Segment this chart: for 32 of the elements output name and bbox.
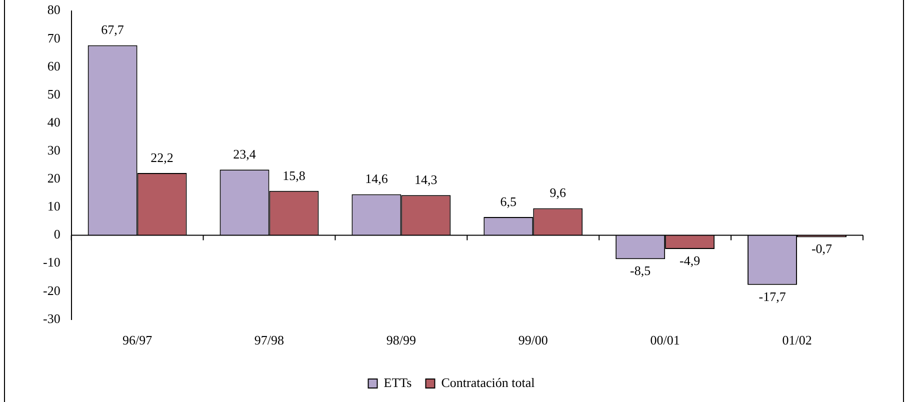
data-label: -17,7 — [758, 288, 786, 304]
x-tick-label: 98/99 — [386, 332, 416, 348]
y-tick-label: 40 — [47, 114, 60, 130]
y-tick-label: 0 — [54, 226, 60, 242]
data-label: 14,3 — [414, 172, 438, 188]
y-tick-label: -20 — [42, 282, 60, 298]
data-label: 22,2 — [150, 150, 174, 165]
x-tick-label: 96/97 — [122, 332, 153, 348]
y-tick-label: 30 — [47, 142, 60, 158]
data-label: 9,6 — [550, 185, 566, 200]
data-label: 6,5 — [500, 194, 517, 209]
data-label: 15,8 — [282, 168, 306, 183]
x-tick-label: 99/00 — [518, 332, 548, 348]
y-tick-label: 50 — [47, 86, 60, 102]
data-label: -8,5 — [630, 263, 651, 278]
data-label: -0,7 — [811, 241, 833, 256]
y-tick-label: 60 — [47, 58, 60, 74]
x-tick-label: 00/01 — [650, 332, 680, 348]
y-tick-label: 80 — [47, 2, 60, 18]
legend-label: Contratación total — [441, 374, 536, 390]
legend-label: ETTs — [384, 374, 412, 390]
x-tick-label: 01/02 — [782, 332, 812, 348]
y-tick-label: 20 — [47, 170, 60, 186]
y-tick-label: 70 — [47, 30, 60, 46]
data-label: 67,7 — [101, 22, 124, 38]
data-label: -4,9 — [680, 252, 700, 268]
x-tick-label: 97/98 — [254, 332, 284, 348]
data-label: 14,6 — [365, 171, 388, 186]
y-tick-label: -30 — [42, 310, 60, 326]
y-tick-label: 10 — [47, 198, 60, 214]
data-label: 23,4 — [233, 146, 256, 162]
y-tick-label: -10 — [42, 254, 60, 270]
